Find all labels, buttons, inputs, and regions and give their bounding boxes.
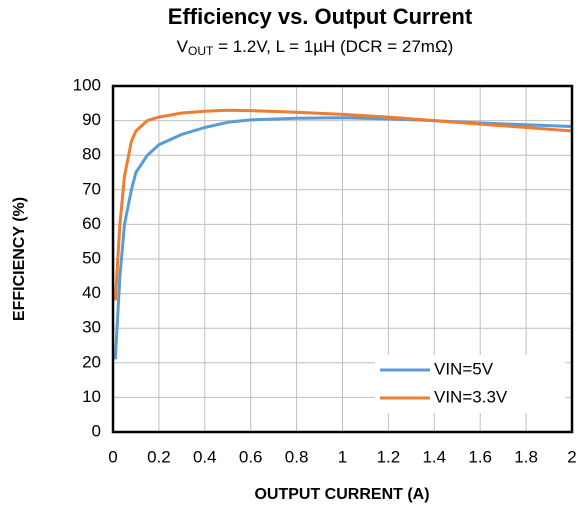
- plot-border: [111, 84, 574, 434]
- chart-title: Efficiency vs. Output Current: [168, 4, 473, 29]
- y-tick-label: 90: [82, 110, 101, 129]
- x-tick-label: 1.4: [422, 447, 446, 466]
- y-tick-label: 100: [73, 75, 101, 94]
- x-tick-label: 1.8: [514, 447, 538, 466]
- series-line: [113, 108, 573, 301]
- y-tick-label: 40: [82, 283, 101, 302]
- y-tick-label: 0: [92, 421, 101, 440]
- x-tick-label: 1.2: [377, 447, 401, 466]
- x-tick-label: 0.6: [239, 447, 263, 466]
- y-tick-label: 20: [82, 352, 101, 371]
- series-line: [113, 116, 573, 360]
- legend-label: VIN=5V: [434, 359, 494, 378]
- y-tick-label: 30: [82, 318, 101, 337]
- y-tick-label: 70: [82, 179, 101, 198]
- subtitle-subscript: OUT: [188, 44, 214, 58]
- x-tick-label: 0: [108, 447, 117, 466]
- x-axis-label: OUTPUT CURRENT (A): [254, 486, 429, 503]
- x-tick-label: 1: [338, 447, 347, 466]
- legend-box: [375, 355, 565, 413]
- x-tick-label: 2: [567, 447, 576, 466]
- x-tick-label: 1.6: [468, 447, 492, 466]
- y-tick-label: 10: [82, 387, 101, 406]
- x-tick-label: 0.4: [193, 447, 217, 466]
- y-tick-label: 80: [82, 145, 101, 164]
- legend-label: VIN=3.3V: [434, 387, 508, 406]
- y-tick-label: 50: [82, 248, 101, 267]
- y-tick-label: 60: [82, 214, 101, 233]
- chart-subtitle: VOUT = 1.2V, L = 1µH (DCR = 27mΩ): [177, 37, 454, 58]
- x-tick-label: 0.2: [147, 447, 171, 466]
- subtitle-part: = 1.2V, L = 1µH (DCR = 27mΩ): [213, 37, 453, 56]
- x-tick-label: 0.8: [285, 447, 309, 466]
- subtitle-part: V: [177, 37, 189, 56]
- y-axis-label: EFFICIENCY (%): [11, 197, 28, 321]
